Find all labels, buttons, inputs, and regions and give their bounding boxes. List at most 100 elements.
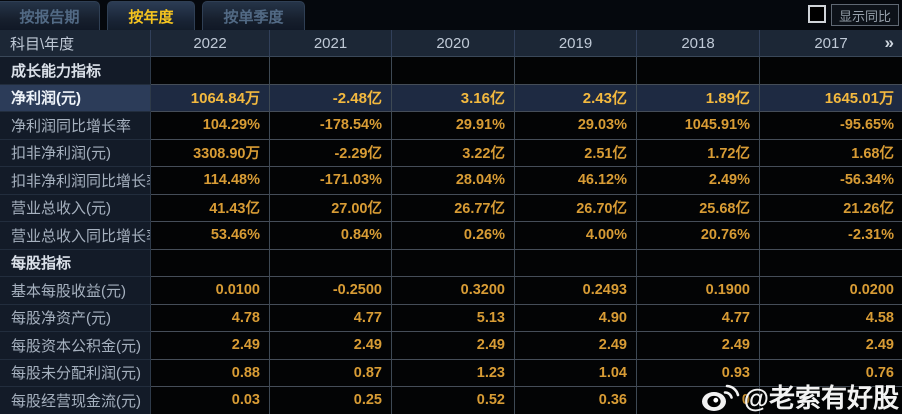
cell-value: 0.3200 xyxy=(392,277,515,305)
row-label: 扣非净利润同比增长率 xyxy=(0,167,151,195)
year-header-cell: 2021 xyxy=(270,30,392,57)
table-row[interactable]: 每股净资产(元) 4.78 4.77 5.13 4.90 4.77 4.58 xyxy=(0,304,902,332)
table-row[interactable]: 净利润(元) 1064.84万 -2.48亿 3.16亿 2.43亿 1.89亿 1645.… xyxy=(0,84,902,112)
year-header-cell: 2017» xyxy=(760,30,902,57)
cell-value: -56.34% xyxy=(760,167,902,195)
cell-value: 1045.91% xyxy=(637,112,760,140)
cell-value: 4.77 xyxy=(270,304,392,332)
cell-value: 3.22亿 xyxy=(392,139,515,167)
cell-value: 4.90 xyxy=(515,304,637,332)
table-row[interactable]: 净利润同比增长率 104.29% -178.54% 29.91% 29.03% 1045.… xyxy=(0,112,902,140)
cell-value: 2.49 xyxy=(515,332,637,360)
cell-value: 2.51亿 xyxy=(515,139,637,167)
table-row[interactable]: 每股未分配利润(元) 0.88 0.87 1.23 1.04 0.93 0.76 xyxy=(0,359,902,387)
table-header-row: 科目\年度 2022 2021 2020 2019 2018 2017» xyxy=(0,30,902,57)
cell-value: 2.49% xyxy=(637,167,760,195)
table-row[interactable]: 基本每股收益(元) 0.0100 -0.2500 0.3200 0.2493 0.1900… xyxy=(0,277,902,305)
cell-value: 2.43亿 xyxy=(515,84,637,112)
cell-value: 1645.01万 xyxy=(760,84,902,112)
cell-value xyxy=(392,249,515,277)
cell-value: 4.77 xyxy=(637,304,760,332)
row-label: 成长能力指标 xyxy=(0,57,151,85)
cell-value: 0 xyxy=(637,387,760,414)
cell-value: 0.87 xyxy=(270,359,392,387)
cell-value: 3.16亿 xyxy=(392,84,515,112)
cell-value xyxy=(760,387,902,414)
cell-value: 41.43亿 xyxy=(151,194,270,222)
table-row[interactable]: 扣非净利润(元) 3308.90万 -2.29亿 3.22亿 2.51亿 1.72亿 1.6… xyxy=(0,139,902,167)
cell-value: 0.0100 xyxy=(151,277,270,305)
more-years-icon[interactable]: » xyxy=(884,33,894,52)
cell-value: 1.23 xyxy=(392,359,515,387)
row-label: 每股指标 xyxy=(0,249,151,277)
row-label: 净利润同比增长率 xyxy=(0,112,151,140)
cell-value: 0.0200 xyxy=(760,277,902,305)
cell-value: 1.89亿 xyxy=(637,84,760,112)
row-label: 每股资本公积金(元) xyxy=(0,332,151,360)
cell-value: 0.76 xyxy=(760,359,902,387)
table-row[interactable]: 每股经营现金流(元) 0.03 0.25 0.52 0.36 0 xyxy=(0,387,902,414)
cell-value: 114.48% xyxy=(151,167,270,195)
tab-report-period[interactable]: 按报告期 xyxy=(0,1,100,30)
cell-value: 0.1900 xyxy=(637,277,760,305)
section-row[interactable]: 成长能力指标 xyxy=(0,57,902,85)
show-yoy-checkbox[interactable] xyxy=(808,5,826,23)
show-yoy-label[interactable]: 显示同比 xyxy=(831,4,899,26)
cell-value xyxy=(151,249,270,277)
cell-value: 0.36 xyxy=(515,387,637,414)
year-header-cell: 2020 xyxy=(392,30,515,57)
cell-value: 0.26% xyxy=(392,222,515,250)
row-label: 营业总收入同比增长率 xyxy=(0,222,151,250)
cell-value: 4.78 xyxy=(151,304,270,332)
cell-value: 29.91% xyxy=(392,112,515,140)
cell-value: 1064.84万 xyxy=(151,84,270,112)
cell-value: -171.03% xyxy=(270,167,392,195)
cell-value: 27.00亿 xyxy=(270,194,392,222)
cell-value: -178.54% xyxy=(270,112,392,140)
row-label: 净利润(元) xyxy=(0,84,151,112)
row-label: 扣非净利润(元) xyxy=(0,139,151,167)
cell-value: 21.26亿 xyxy=(760,194,902,222)
tab-by-quarter[interactable]: 按单季度 xyxy=(202,1,305,30)
cell-value: -2.31% xyxy=(760,222,902,250)
cell-value: 0.88 xyxy=(151,359,270,387)
section-row[interactable]: 每股指标 xyxy=(0,249,902,277)
cell-value xyxy=(637,249,760,277)
cell-value xyxy=(760,57,902,85)
year-header-cell: 2019 xyxy=(515,30,637,57)
table-row[interactable]: 营业总收入(元) 41.43亿 27.00亿 26.77亿 26.70亿 25.68亿 21… xyxy=(0,194,902,222)
cell-value: 1.72亿 xyxy=(637,139,760,167)
cell-value: 104.29% xyxy=(151,112,270,140)
cell-value: -2.48亿 xyxy=(270,84,392,112)
cell-value: -0.2500 xyxy=(270,277,392,305)
cell-value: 3308.90万 xyxy=(151,139,270,167)
cell-value: 0.52 xyxy=(392,387,515,414)
period-tabbar: 按报告期 按年度 按单季度 显示同比 xyxy=(0,0,902,30)
table-row[interactable]: 营业总收入同比增长率 53.46% 0.84% 0.26% 4.00% 20.76% -2.… xyxy=(0,222,902,250)
indicator-table: 科目\年度 2022 2021 2020 2019 2018 2017» 成长能力指标 净利… xyxy=(0,30,902,414)
table-body: 成长能力指标 净利润(元) 1064.84万 -2.48亿 3.16亿 2.43亿 1.89… xyxy=(0,57,902,414)
cell-value: 4.00% xyxy=(515,222,637,250)
cell-value: 4.58 xyxy=(760,304,902,332)
cell-value: 20.76% xyxy=(637,222,760,250)
row-label: 基本每股收益(元) xyxy=(0,277,151,305)
cell-value xyxy=(392,57,515,85)
cell-value: 5.13 xyxy=(392,304,515,332)
cell-value: 2.49 xyxy=(151,332,270,360)
tab-by-year[interactable]: 按年度 xyxy=(107,1,195,30)
row-label: 每股未分配利润(元) xyxy=(0,359,151,387)
cell-value: 0.03 xyxy=(151,387,270,414)
cell-value xyxy=(151,57,270,85)
table-row[interactable]: 每股资本公积金(元) 2.49 2.49 2.49 2.49 2.49 2.49 xyxy=(0,332,902,360)
cell-value: 26.70亿 xyxy=(515,194,637,222)
cell-value: 25.68亿 xyxy=(637,194,760,222)
table-row[interactable]: 扣非净利润同比增长率 114.48% -171.03% 28.04% 46.12% 2.4… xyxy=(0,167,902,195)
cell-value: 1.68亿 xyxy=(760,139,902,167)
cell-value: 26.77亿 xyxy=(392,194,515,222)
cell-value: 46.12% xyxy=(515,167,637,195)
cell-value: 2.49 xyxy=(760,332,902,360)
corner-header-cell: 科目\年度 xyxy=(0,30,151,57)
cell-value: -2.29亿 xyxy=(270,139,392,167)
cell-value: 0.2493 xyxy=(515,277,637,305)
